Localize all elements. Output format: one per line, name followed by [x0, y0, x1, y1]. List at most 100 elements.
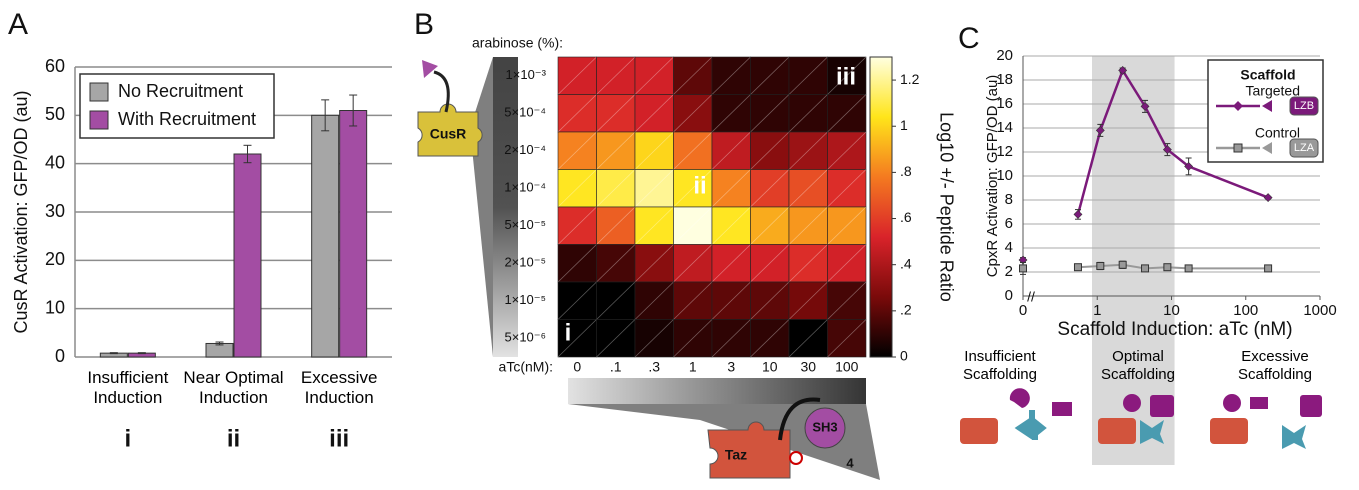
diagram-piece — [960, 418, 998, 444]
legend-title: Scaffold — [1240, 67, 1295, 83]
colorbar-label: Log10 +/- Peptide Ratio — [936, 112, 956, 302]
legend-label: No Recruitment — [118, 81, 243, 101]
diagram-label: Taz — [725, 447, 747, 463]
y-tick-label: 2×10⁻⁵ — [504, 255, 546, 270]
x-tick-label: .1 — [610, 359, 622, 375]
x-tick-label: Near Optimal Induction — [176, 368, 292, 409]
peptide-icon — [422, 60, 438, 78]
colorbar-tick-label: .4 — [900, 255, 912, 271]
diagram-label: CusR — [430, 126, 467, 142]
y-tick-label: 5×10⁻⁴ — [504, 105, 546, 120]
zoom-wedge — [470, 57, 493, 357]
y-tick-label: 1×10⁻⁵ — [504, 292, 546, 307]
y-tick-label: 14 — [996, 119, 1013, 136]
colorbar-tick-label: 0 — [900, 348, 908, 364]
colorbar-tick-label: .2 — [900, 302, 912, 318]
legend-tag-label: LZA — [1294, 142, 1315, 154]
x-tick-label: Excessive Induction — [281, 368, 397, 409]
linker — [434, 72, 448, 112]
x-tick-label: .3 — [648, 359, 660, 375]
colorbar — [870, 57, 892, 357]
diagram-label: 4 — [846, 455, 854, 470]
marker — [1185, 265, 1192, 272]
diagram-piece — [1098, 418, 1136, 444]
diagram-piece — [1223, 394, 1241, 412]
legend-label: Control — [1255, 125, 1300, 141]
y-tick-label: 40 — [45, 152, 65, 172]
y-tick-label: 0 — [55, 346, 65, 366]
legend-tag-label: LZB — [1294, 100, 1314, 112]
marker — [1097, 263, 1104, 270]
x-tick-label-box: Near Optimal Induction — [176, 368, 292, 412]
scaffold-annotation-box: Insufficient Scaffolding — [945, 348, 1055, 392]
scaffold-annotation: Optimal Scaffolding — [1083, 348, 1193, 384]
y-tick-label: 18 — [996, 71, 1013, 88]
diagram-piece — [1282, 425, 1306, 449]
figure: ACusR Activation: GFP/OD (au)01020304050… — [0, 0, 1359, 485]
panel-label: C — [958, 22, 980, 55]
x-tick-label: 10 — [1163, 302, 1180, 319]
y-tick-label: 4 — [1005, 239, 1013, 256]
cell-annotation: i — [565, 319, 572, 346]
x-tick-label-box: Insufficient Induction — [70, 368, 186, 412]
legend-marker — [1234, 144, 1242, 152]
y-tick-label: 5×10⁻⁵ — [504, 217, 546, 232]
diagram-label: SH3 — [812, 419, 837, 434]
diagram-piece — [1150, 395, 1174, 417]
x-tick-label: 30 — [800, 359, 816, 375]
diagram-piece — [1300, 395, 1322, 417]
y-tick-label: 5×10⁻⁶ — [505, 330, 547, 345]
x-tick-label: 100 — [1233, 302, 1258, 319]
axis-break: // — [1027, 289, 1035, 305]
gel-strip — [568, 378, 866, 404]
error-bar — [110, 353, 118, 354]
x-tick-label: 1 — [1093, 302, 1101, 319]
marker — [1265, 265, 1272, 272]
y-tick-label: 0 — [1005, 287, 1013, 304]
y-tick-label: 50 — [45, 104, 65, 124]
x-axis-label: Scaffold Induction: aTc (nM) — [1057, 319, 1292, 340]
bar — [234, 154, 261, 357]
scaffold-annotation-box: Optimal Scaffolding — [1083, 348, 1193, 392]
y-tick-label: 6 — [1005, 215, 1013, 232]
colorbar-tick-label: 1 — [900, 117, 908, 133]
category-numeral: iii — [329, 425, 349, 452]
legend-swatch — [90, 83, 108, 101]
y-tick-label: 10 — [996, 167, 1013, 184]
y-tick-label: 2 — [1005, 263, 1013, 280]
category-numeral: i — [124, 425, 131, 452]
diagram-piece — [1052, 402, 1072, 416]
y-axis-label: CusR Activation: GFP/OD (au) — [11, 90, 31, 333]
scaffold-annotation: Insufficient Scaffolding — [945, 348, 1055, 384]
y-tick-label: 1×10⁻⁴ — [504, 180, 546, 195]
y-axis-label: arabinose (%): — [472, 35, 563, 51]
marker — [1074, 210, 1082, 218]
bar — [312, 115, 339, 357]
diagram-piece — [1250, 397, 1268, 409]
y-tick-label: 2×10⁻⁴ — [504, 142, 546, 157]
gel-strip — [493, 57, 518, 357]
colorbar-tick-label: .8 — [900, 163, 912, 179]
x-tick-label: 1 — [689, 359, 697, 375]
cell-annotation: ii — [693, 172, 706, 199]
phospho-site — [790, 452, 802, 464]
diagram-piece — [1210, 418, 1248, 444]
panel-label: A — [8, 8, 28, 41]
marker — [1164, 264, 1171, 271]
y-tick-label: 60 — [45, 56, 65, 76]
x-tick-label-box: Excessive Induction — [281, 368, 397, 412]
bar — [340, 111, 367, 358]
taz-shape — [708, 422, 790, 478]
x-axis-label: aTc(nM): — [499, 359, 553, 375]
category-numeral: ii — [227, 425, 240, 452]
marker — [1142, 265, 1149, 272]
panel-label: B — [414, 8, 434, 41]
x-tick-label: 1000 — [1303, 302, 1336, 319]
legend-label: With Recruitment — [118, 109, 256, 129]
legend-label: Targeted — [1246, 83, 1300, 99]
legend-swatch — [90, 111, 108, 129]
x-tick-label: 3 — [727, 359, 735, 375]
y-tick-label: 1×10⁻³ — [506, 67, 547, 82]
x-tick-label: Insufficient Induction — [70, 368, 186, 409]
y-tick-label: 12 — [996, 143, 1013, 160]
